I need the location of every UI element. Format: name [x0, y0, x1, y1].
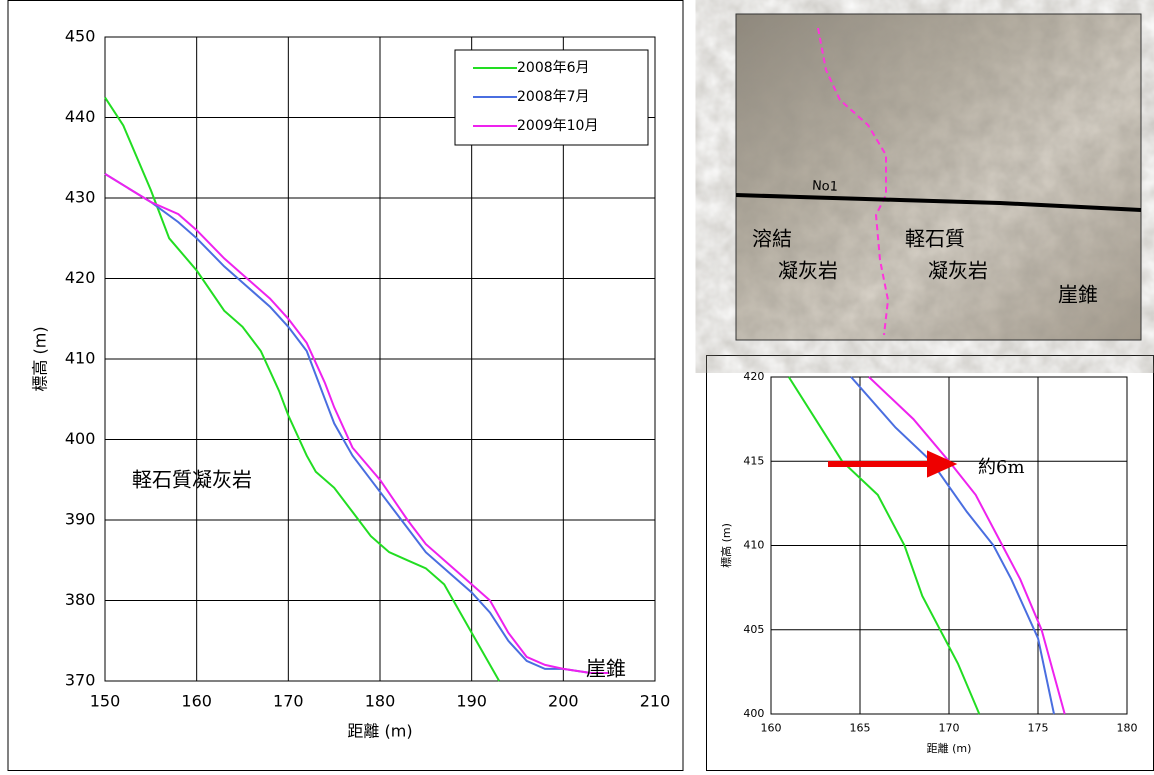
- legend-label: 2009年10月: [517, 118, 598, 134]
- x-axis-label: 距離 (m): [347, 722, 412, 741]
- x-tick-label: 165: [850, 721, 871, 734]
- x-tick-label: 210: [640, 691, 671, 710]
- photo: No1 溶結 凝灰岩 軽石質 凝灰岩 崖錐: [736, 14, 1141, 340]
- x-tick-label: 170: [939, 721, 960, 734]
- x-tick-label: 170: [273, 691, 304, 710]
- y-tick-label: 420: [65, 268, 96, 287]
- y-tick-label: 405: [743, 623, 764, 636]
- y-axis-label: 標高 (m): [719, 523, 733, 568]
- y-tick-label: 400: [65, 429, 96, 448]
- figure: No1 溶結 凝灰岩 軽石質 凝灰岩 崖錐 150 160 170 180 190 200…: [0, 0, 1154, 771]
- annotation: 約6m: [978, 457, 1025, 478]
- y-tick-label: 440: [65, 107, 96, 126]
- y-tick-label: 430: [65, 188, 96, 207]
- legend-label: 2008年6月: [517, 60, 590, 76]
- x-tick-label: 190: [456, 691, 487, 710]
- y-tick-label: 420: [743, 370, 764, 383]
- photo-label: 溶結: [752, 227, 792, 251]
- photo-label: 凝灰岩: [928, 259, 988, 283]
- x-tick-label: 175: [1028, 721, 1049, 734]
- x-tick-label: 150: [90, 691, 121, 710]
- annotation: 崖錐: [586, 657, 626, 681]
- x-tick-label: 180: [1117, 721, 1138, 734]
- y-axis-label: 標高 (m): [31, 326, 50, 391]
- annotation: 軽石質凝灰岩: [132, 468, 252, 492]
- legend-label: 2008年7月: [517, 89, 590, 105]
- y-tick-label: 410: [65, 349, 96, 368]
- x-tick-label: 160: [761, 721, 782, 734]
- x-tick-label: 160: [181, 691, 212, 710]
- y-tick-label: 370: [65, 671, 96, 690]
- x-tick-label: 180: [365, 691, 396, 710]
- y-tick-label: 400: [743, 707, 764, 720]
- y-tick-label: 410: [743, 539, 764, 552]
- y-tick-label: 450: [65, 27, 96, 46]
- photo-label: 凝灰岩: [778, 259, 838, 283]
- photo-label: 軽石質: [905, 227, 965, 251]
- x-axis-label: 距離 (m): [927, 741, 972, 755]
- y-tick-label: 415: [743, 454, 764, 467]
- photo-label: No1: [812, 179, 839, 195]
- y-tick-label: 390: [65, 510, 96, 529]
- x-tick-label: 200: [548, 691, 579, 710]
- photo-label: 崖錐: [1058, 283, 1098, 307]
- y-tick-label: 380: [65, 590, 96, 609]
